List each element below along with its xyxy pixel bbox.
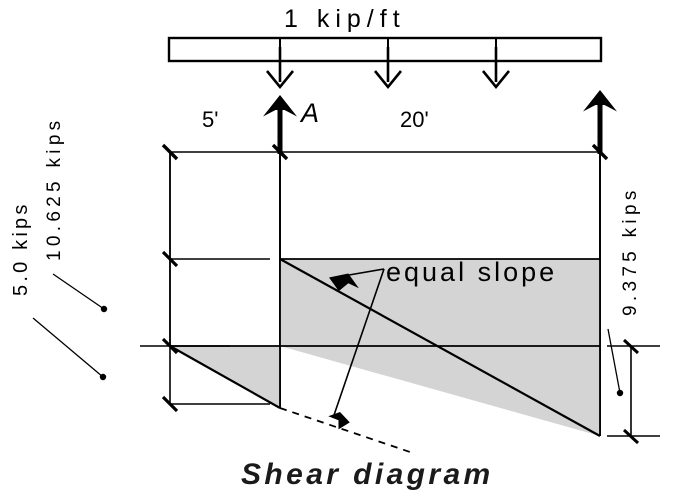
svg-text:Shear diagram: Shear diagram <box>241 458 494 491</box>
svg-text:9.375 kips: 9.375 kips <box>620 186 641 316</box>
svg-text:10.625 kips: 10.625 kips <box>44 117 65 261</box>
svg-text:5.0 kips: 5.0 kips <box>10 201 32 296</box>
svg-text:equal slope: equal slope <box>386 257 557 287</box>
svg-text:5': 5' <box>202 107 218 132</box>
svg-text:1 kip/ft: 1 kip/ft <box>284 5 406 33</box>
svg-text:A: A <box>299 98 319 128</box>
svg-text:20': 20' <box>400 107 429 132</box>
